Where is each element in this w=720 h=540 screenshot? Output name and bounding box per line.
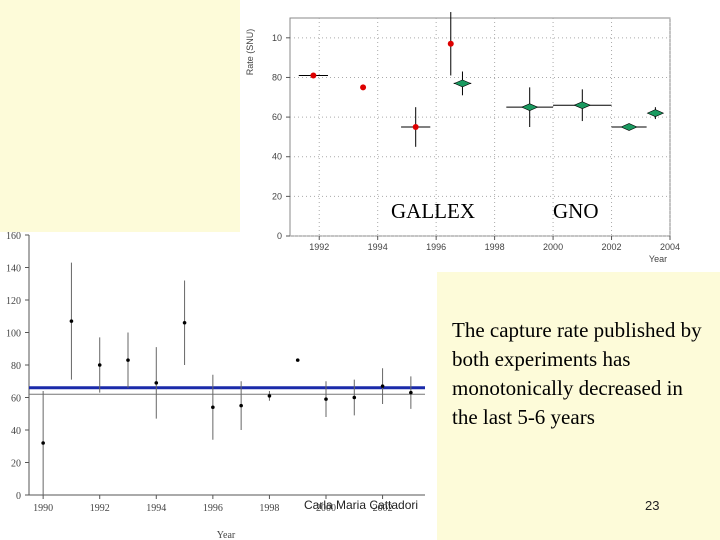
y-tick-label: 80 [272,72,282,82]
y-tick-label: 10 [272,33,282,43]
data-point [154,381,159,385]
x-tick-label: 1990 [33,503,53,514]
plot-area [289,17,671,237]
data-point [126,358,130,362]
author-footer: Carla Maria Cattadori [304,498,419,512]
page-number: 23 [645,498,660,513]
y-tick-label: 0 [16,491,21,502]
gno-point [646,109,665,117]
data-point [409,390,413,395]
x-tick-label: 2000 [316,503,336,514]
data-point [69,319,74,323]
top-left-panel [0,0,240,232]
gno-label: GNO [553,199,599,223]
x-tick-label: 1994 [368,242,388,252]
x-tick-label: 1994 [146,503,166,514]
gallex-point [310,72,317,79]
x-tick-label: 1992 [309,242,329,252]
y-tick-label: 40 [11,426,21,437]
gallex-history-chart: 0 20 40 60 80 100 120 140 160 1990 1992 1994 1996 199… [6,231,425,540]
x-tick-label: 1996 [203,503,223,514]
data-point [352,395,357,400]
description-text: The capture rate published by both exper… [452,318,702,429]
x-tick-label: 1996 [426,242,446,252]
y-tick-label: 20 [11,459,21,470]
y-tick-label: 20 [272,191,282,201]
data-point [295,358,300,362]
gallex-label: GALLEX [391,199,475,223]
y-tick-label: 80 [11,361,21,372]
data-point [97,363,102,367]
x-tick-label: 1992 [90,503,110,514]
y-tick-label: 60 [272,112,282,122]
data-point [380,384,385,388]
gno-point [520,103,539,112]
x-tick-label: 2002 [373,503,393,514]
x-tick-label: 1998 [259,503,279,514]
gno-point [620,123,638,131]
y-tick-label: 60 [11,394,21,405]
description-panel [437,272,720,540]
data-point [182,320,187,325]
data-point [41,441,45,445]
x-tick-label: 2004 [660,242,680,252]
x-axis-title: Year [649,254,667,264]
y-tick-label: 100 [6,329,21,340]
gallex-point [447,40,454,47]
x-tick-label: 2002 [602,242,622,252]
gallex-gno-chart: 0 20 40 60 80 10 1992 1994 1996 1998 2000 2002 2004 Y… [245,12,680,264]
gno-point [453,79,472,88]
gallex-point [412,124,419,130]
x-tick-label: 2000 [543,242,563,252]
x-axis-title: Year [217,530,236,540]
y-tick-label: 140 [6,264,21,275]
y-tick-label: 0 [277,231,282,241]
gallex-point [360,84,367,91]
gno-point [573,101,592,110]
data-point [211,405,215,410]
data-point [267,394,272,398]
y-axis-title: Rate (SNU) [245,29,255,76]
y-tick-label: 160 [6,231,21,242]
y-tick-label: 40 [272,152,282,162]
x-tick-label: 1998 [485,242,505,252]
y-tick-label: 120 [6,296,21,307]
data-point [324,397,328,401]
data-point [239,403,243,408]
